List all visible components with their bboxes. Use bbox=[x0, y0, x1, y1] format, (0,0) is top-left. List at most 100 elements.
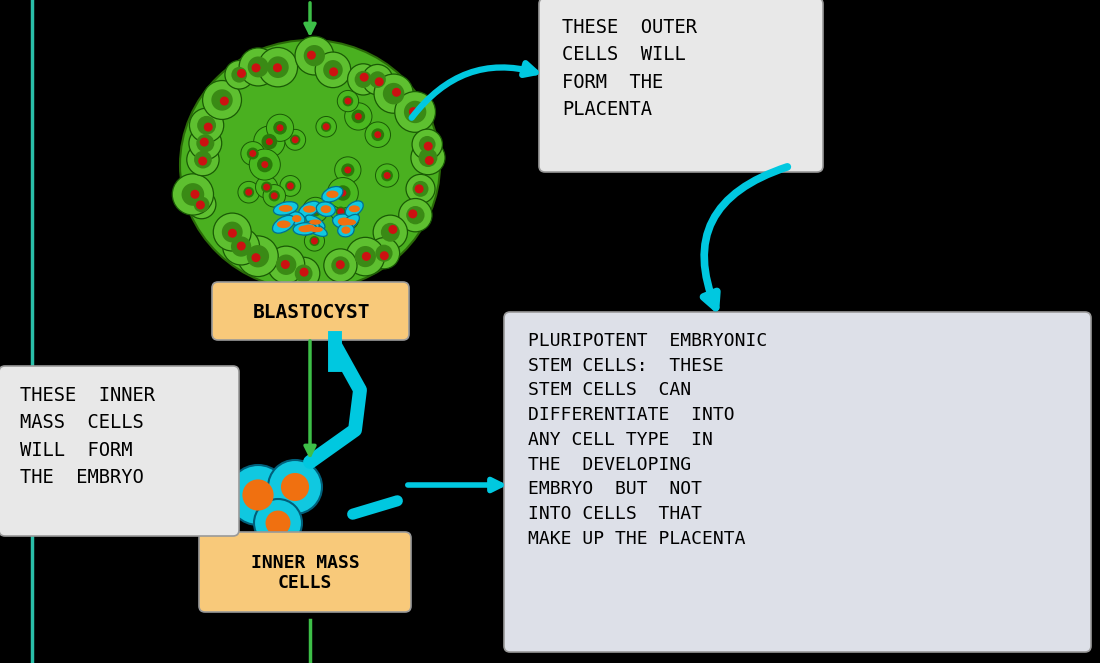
Circle shape bbox=[255, 176, 277, 198]
Ellipse shape bbox=[299, 202, 320, 217]
Ellipse shape bbox=[306, 223, 327, 237]
Circle shape bbox=[200, 137, 209, 147]
Circle shape bbox=[285, 129, 306, 151]
Circle shape bbox=[406, 206, 425, 224]
Ellipse shape bbox=[320, 206, 331, 213]
Circle shape bbox=[276, 125, 284, 131]
Circle shape bbox=[419, 136, 436, 152]
Circle shape bbox=[344, 103, 372, 130]
Ellipse shape bbox=[306, 215, 324, 229]
Ellipse shape bbox=[293, 215, 301, 222]
Circle shape bbox=[392, 88, 402, 97]
Circle shape bbox=[362, 64, 393, 95]
FancyArrowPatch shape bbox=[353, 501, 397, 514]
Circle shape bbox=[355, 113, 362, 120]
Circle shape bbox=[197, 116, 216, 135]
Circle shape bbox=[346, 237, 385, 276]
Circle shape bbox=[374, 74, 414, 113]
Circle shape bbox=[375, 78, 384, 86]
Circle shape bbox=[340, 190, 346, 196]
Circle shape bbox=[211, 90, 233, 111]
Circle shape bbox=[196, 200, 205, 210]
Circle shape bbox=[271, 192, 278, 200]
Circle shape bbox=[241, 142, 265, 165]
Ellipse shape bbox=[304, 225, 315, 231]
Circle shape bbox=[262, 161, 268, 168]
Circle shape bbox=[213, 213, 251, 251]
Ellipse shape bbox=[349, 206, 360, 212]
Circle shape bbox=[360, 73, 368, 82]
Circle shape bbox=[268, 460, 322, 514]
Circle shape bbox=[408, 210, 417, 218]
Circle shape bbox=[196, 134, 214, 152]
Circle shape bbox=[187, 143, 219, 176]
Circle shape bbox=[187, 190, 216, 219]
Circle shape bbox=[236, 69, 246, 78]
Circle shape bbox=[287, 182, 294, 190]
Circle shape bbox=[222, 221, 243, 243]
Circle shape bbox=[395, 91, 436, 133]
Circle shape bbox=[239, 48, 277, 86]
Circle shape bbox=[263, 184, 271, 190]
Circle shape bbox=[202, 80, 242, 119]
Circle shape bbox=[370, 71, 386, 88]
Ellipse shape bbox=[288, 211, 305, 225]
Circle shape bbox=[266, 138, 273, 145]
Circle shape bbox=[285, 181, 296, 191]
Circle shape bbox=[222, 228, 260, 265]
Circle shape bbox=[224, 60, 253, 89]
Circle shape bbox=[336, 206, 345, 217]
Circle shape bbox=[243, 187, 254, 198]
Circle shape bbox=[316, 52, 351, 88]
Circle shape bbox=[231, 237, 251, 257]
Ellipse shape bbox=[310, 227, 323, 232]
Circle shape bbox=[383, 83, 405, 104]
Circle shape bbox=[338, 90, 359, 112]
Circle shape bbox=[248, 56, 268, 78]
Circle shape bbox=[173, 174, 213, 215]
Circle shape bbox=[312, 206, 319, 213]
Circle shape bbox=[415, 184, 424, 194]
Circle shape bbox=[424, 142, 432, 151]
Circle shape bbox=[242, 479, 274, 511]
Circle shape bbox=[411, 141, 446, 174]
Circle shape bbox=[254, 499, 303, 547]
Ellipse shape bbox=[277, 220, 290, 228]
Circle shape bbox=[375, 164, 398, 187]
Circle shape bbox=[398, 198, 432, 232]
Circle shape bbox=[373, 215, 407, 249]
Circle shape bbox=[342, 213, 353, 224]
Text: INNER MASS
CELLS: INNER MASS CELLS bbox=[251, 554, 360, 593]
Circle shape bbox=[337, 208, 359, 230]
Circle shape bbox=[273, 63, 282, 72]
Circle shape bbox=[295, 265, 312, 282]
Text: BLASTOCYST: BLASTOCYST bbox=[252, 302, 370, 322]
Circle shape bbox=[302, 198, 328, 223]
Circle shape bbox=[194, 151, 212, 168]
Circle shape bbox=[267, 246, 305, 283]
Ellipse shape bbox=[344, 219, 356, 225]
Circle shape bbox=[354, 71, 372, 88]
Circle shape bbox=[374, 131, 382, 138]
Circle shape bbox=[336, 260, 344, 269]
Circle shape bbox=[336, 185, 351, 201]
Circle shape bbox=[307, 50, 316, 60]
Circle shape bbox=[280, 260, 289, 269]
Circle shape bbox=[228, 229, 236, 238]
Ellipse shape bbox=[345, 201, 363, 217]
Ellipse shape bbox=[299, 221, 319, 235]
Circle shape bbox=[344, 166, 351, 174]
Circle shape bbox=[348, 64, 378, 95]
Circle shape bbox=[204, 123, 212, 131]
Circle shape bbox=[258, 48, 298, 87]
Circle shape bbox=[316, 117, 337, 137]
Circle shape bbox=[252, 253, 261, 262]
Ellipse shape bbox=[338, 223, 354, 237]
Ellipse shape bbox=[322, 186, 343, 202]
FancyBboxPatch shape bbox=[0, 366, 239, 536]
Ellipse shape bbox=[332, 214, 356, 229]
Circle shape bbox=[190, 190, 199, 199]
Circle shape bbox=[384, 172, 390, 179]
Circle shape bbox=[309, 236, 319, 246]
Text: THESE  INNER
MASS  CELLS
WILL  FORM
THE  EMBRYO: THESE INNER MASS CELLS WILL FORM THE EMB… bbox=[20, 386, 155, 487]
